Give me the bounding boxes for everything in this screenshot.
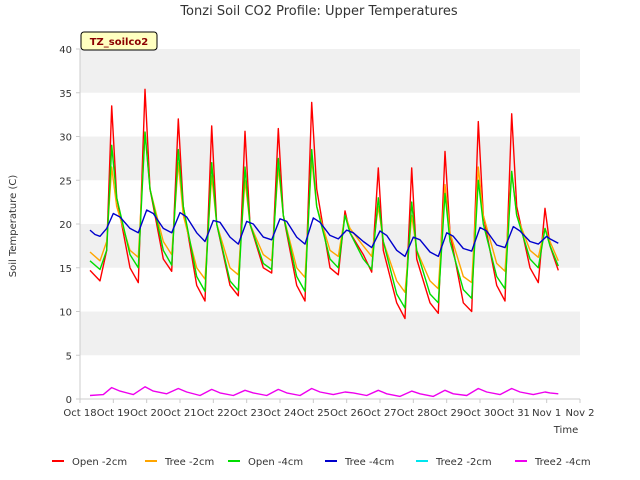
badge-box bbox=[80, 31, 158, 51]
grid-band bbox=[80, 224, 580, 268]
x-tick-label: Oct 20 bbox=[130, 408, 163, 419]
grid-bands bbox=[80, 49, 580, 399]
y-tick-label: 40 bbox=[59, 45, 72, 56]
y-tick-label: 20 bbox=[59, 220, 72, 231]
x-tick-label: Oct 24 bbox=[263, 408, 296, 419]
legend-label: Open -2cm bbox=[72, 457, 127, 468]
chart-title: Tonzi Soil CO2 Profile: Upper Temperatur… bbox=[179, 4, 458, 19]
site-badge: TZ_soilco2 bbox=[80, 31, 158, 51]
grid-band bbox=[80, 136, 580, 181]
x-tick-label: Nov 2 bbox=[565, 408, 594, 419]
x-tick-label: Oct 27 bbox=[363, 408, 396, 419]
y-tick-label: 5 bbox=[66, 351, 72, 362]
x-axis: Oct 18 Oct 19 Oct 20 Oct 21 Oct 22 Oct 23 Oct … bbox=[63, 399, 595, 419]
x-axis-label: Time bbox=[553, 425, 578, 436]
legend-label: Tree2 -2cm bbox=[435, 457, 492, 468]
x-tick-label: Oct 21 bbox=[163, 408, 196, 419]
grid-band bbox=[80, 92, 580, 137]
x-tick-label: Oct 25 bbox=[297, 408, 330, 419]
x-tick-label: Oct 30 bbox=[463, 408, 496, 419]
series-layer bbox=[89, 88, 559, 398]
y-tick-label: 10 bbox=[59, 308, 72, 319]
grid-band bbox=[80, 311, 580, 356]
series-line-tree2-4cm bbox=[89, 386, 559, 398]
legend-label: Tree -4cm bbox=[344, 457, 394, 468]
series-line-open-4cm bbox=[89, 131, 559, 309]
x-tick-label: Oct 31 bbox=[497, 408, 530, 419]
x-tick-label: Oct 19 bbox=[97, 408, 130, 419]
legend-label: Tree2 -4cm bbox=[534, 457, 591, 468]
y-axis: 0 5 10 15 20 25 30 35 40 bbox=[59, 45, 80, 406]
badge-label: TZ_soilco2 bbox=[90, 37, 149, 48]
legend-label: Tree -2cm bbox=[164, 457, 214, 468]
series-line-tree-4cm bbox=[89, 209, 559, 258]
grid-band bbox=[80, 49, 580, 93]
y-tick-label: 0 bbox=[66, 395, 72, 406]
y-axis-label: Soil Temperature (C) bbox=[8, 175, 19, 278]
x-tick-label: Oct 18 bbox=[63, 408, 96, 419]
x-tick-label: Oct 22 bbox=[197, 408, 230, 419]
grid-band bbox=[80, 355, 580, 399]
grid-band bbox=[80, 180, 580, 224]
series-line-tree-2cm bbox=[89, 131, 559, 293]
legend: Open -2cm Tree -2cm Open -4cm Tree -4cm Tree… bbox=[52, 457, 591, 468]
y-tick-label: 35 bbox=[59, 89, 72, 100]
legend-label: Open -4cm bbox=[248, 457, 303, 468]
x-tick-label: Oct 26 bbox=[330, 408, 363, 419]
y-tick-label: 30 bbox=[59, 133, 72, 144]
x-tick-label: Nov 1 bbox=[532, 408, 561, 419]
y-tick-label: 25 bbox=[59, 176, 72, 187]
x-tick-label: Oct 23 bbox=[230, 408, 263, 419]
x-tick-label: Oct 28 bbox=[397, 408, 430, 419]
y-tick-label: 15 bbox=[59, 264, 72, 275]
x-tick-label: Oct 29 bbox=[430, 408, 463, 419]
